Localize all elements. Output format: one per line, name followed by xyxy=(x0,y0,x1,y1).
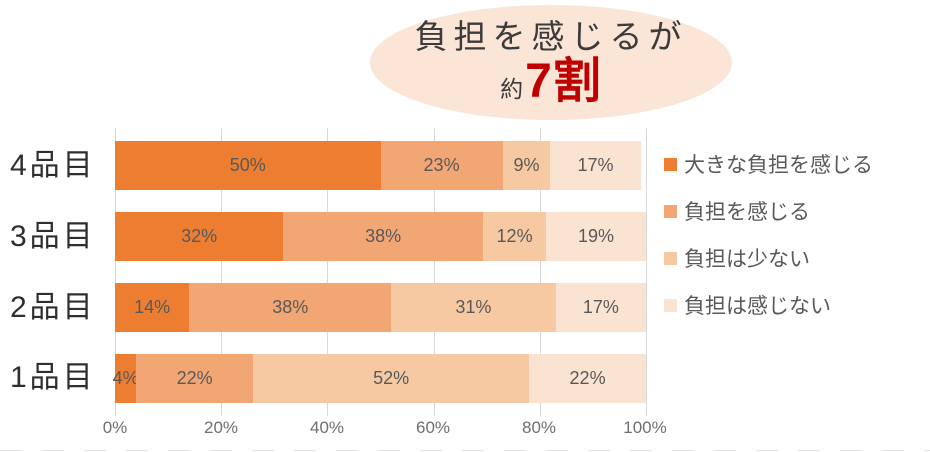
data-label: 19% xyxy=(578,226,615,246)
cropped-bottom-border xyxy=(0,450,930,451)
bar-segment: 9% xyxy=(502,141,551,190)
data-label: 17% xyxy=(577,155,614,175)
gridline xyxy=(115,128,116,416)
data-label: 12% xyxy=(496,226,533,246)
category-label: 4品目 xyxy=(10,149,96,182)
callout-highlight: 7割 xyxy=(525,54,602,108)
bar-segment: 4% xyxy=(112,354,139,403)
bar-segment: 22% xyxy=(529,354,646,403)
data-label: 31% xyxy=(455,297,492,317)
bar-segment: 19% xyxy=(546,212,646,261)
legend: 大きな負担を感じる 負担を感じる 負担は少ない 負担は感じない xyxy=(664,150,873,338)
data-label: 23% xyxy=(423,155,460,175)
callout-highlight-line: 約 7割 xyxy=(500,54,602,108)
bar-segment: 31% xyxy=(391,283,556,332)
x-axis-tick: 100% xyxy=(623,418,667,437)
legend-swatch xyxy=(664,298,677,312)
category-label: 2品目 xyxy=(10,291,96,324)
gridline xyxy=(539,128,541,416)
legend-item: 大きな負担を感じる xyxy=(664,150,873,178)
legend-label: 負担は感じない xyxy=(684,295,831,318)
bar-segment: 17% xyxy=(555,283,646,332)
bar-segment: 52% xyxy=(253,354,530,403)
data-label: 38% xyxy=(365,226,402,246)
x-axis-tick: 60% xyxy=(415,418,451,437)
data-label: 9% xyxy=(513,155,540,175)
bar-segment: 17% xyxy=(550,141,641,190)
x-axis-tick: 20% xyxy=(203,418,239,437)
bar-row: 14% 38% 31% 17% xyxy=(115,283,646,332)
gridline xyxy=(433,128,435,416)
data-label: 38% xyxy=(272,297,309,317)
legend-label: 大きな負担を感じる xyxy=(684,154,873,177)
data-label: 52% xyxy=(373,368,410,388)
data-label: 17% xyxy=(582,297,619,317)
bar-segment: 22% xyxy=(136,354,254,403)
data-label: 22% xyxy=(569,368,606,388)
bar-segment: 14% xyxy=(115,283,190,332)
data-label: 22% xyxy=(176,368,213,388)
legend-swatch xyxy=(664,204,677,218)
data-label: 14% xyxy=(134,297,171,317)
x-axis-tick: 40% xyxy=(309,418,345,437)
data-label: 4% xyxy=(112,368,139,388)
callout-prefix: 約 xyxy=(500,75,524,102)
gridline xyxy=(646,128,647,416)
callout-ellipse: 負担を感じるが 約 7割 xyxy=(370,5,732,120)
legend-item: 負担は感じない xyxy=(664,291,873,319)
legend-swatch xyxy=(664,157,677,171)
x-axis-tick: 0% xyxy=(102,418,128,437)
bar-segment: 12% xyxy=(483,212,547,261)
bar-segment: 38% xyxy=(189,283,392,332)
data-label: 32% xyxy=(181,226,218,246)
gridline xyxy=(327,128,329,416)
legend-item: 負担は少ない xyxy=(664,244,873,272)
legend-label: 負担を感じる xyxy=(684,201,810,224)
legend-item: 負担を感じる xyxy=(664,197,873,225)
category-label: 1品目 xyxy=(10,361,96,394)
bar-row: 32% 38% 12% 19% xyxy=(115,212,646,261)
gridline xyxy=(221,128,223,416)
category-label: 3品目 xyxy=(10,220,96,253)
x-axis-tick: 80% xyxy=(521,418,557,437)
plot-area: 50% 23% 9% 17% 32% 38% 12% 19% 14% 38% 3… xyxy=(112,128,647,416)
legend-label: 負担は少ない xyxy=(684,248,810,271)
callout-text: 負担を感じるが xyxy=(414,18,688,56)
bar-segment: 38% xyxy=(283,212,484,261)
bar-segment: 50% xyxy=(115,141,381,190)
bar-row: 4% 22% 52% 22% xyxy=(112,354,646,403)
bar-segment: 32% xyxy=(115,212,284,261)
bar-row: 50% 23% 9% 17% xyxy=(115,141,646,190)
data-label: 50% xyxy=(229,155,266,175)
legend-swatch xyxy=(664,251,677,265)
bar-segment: 23% xyxy=(380,141,503,190)
